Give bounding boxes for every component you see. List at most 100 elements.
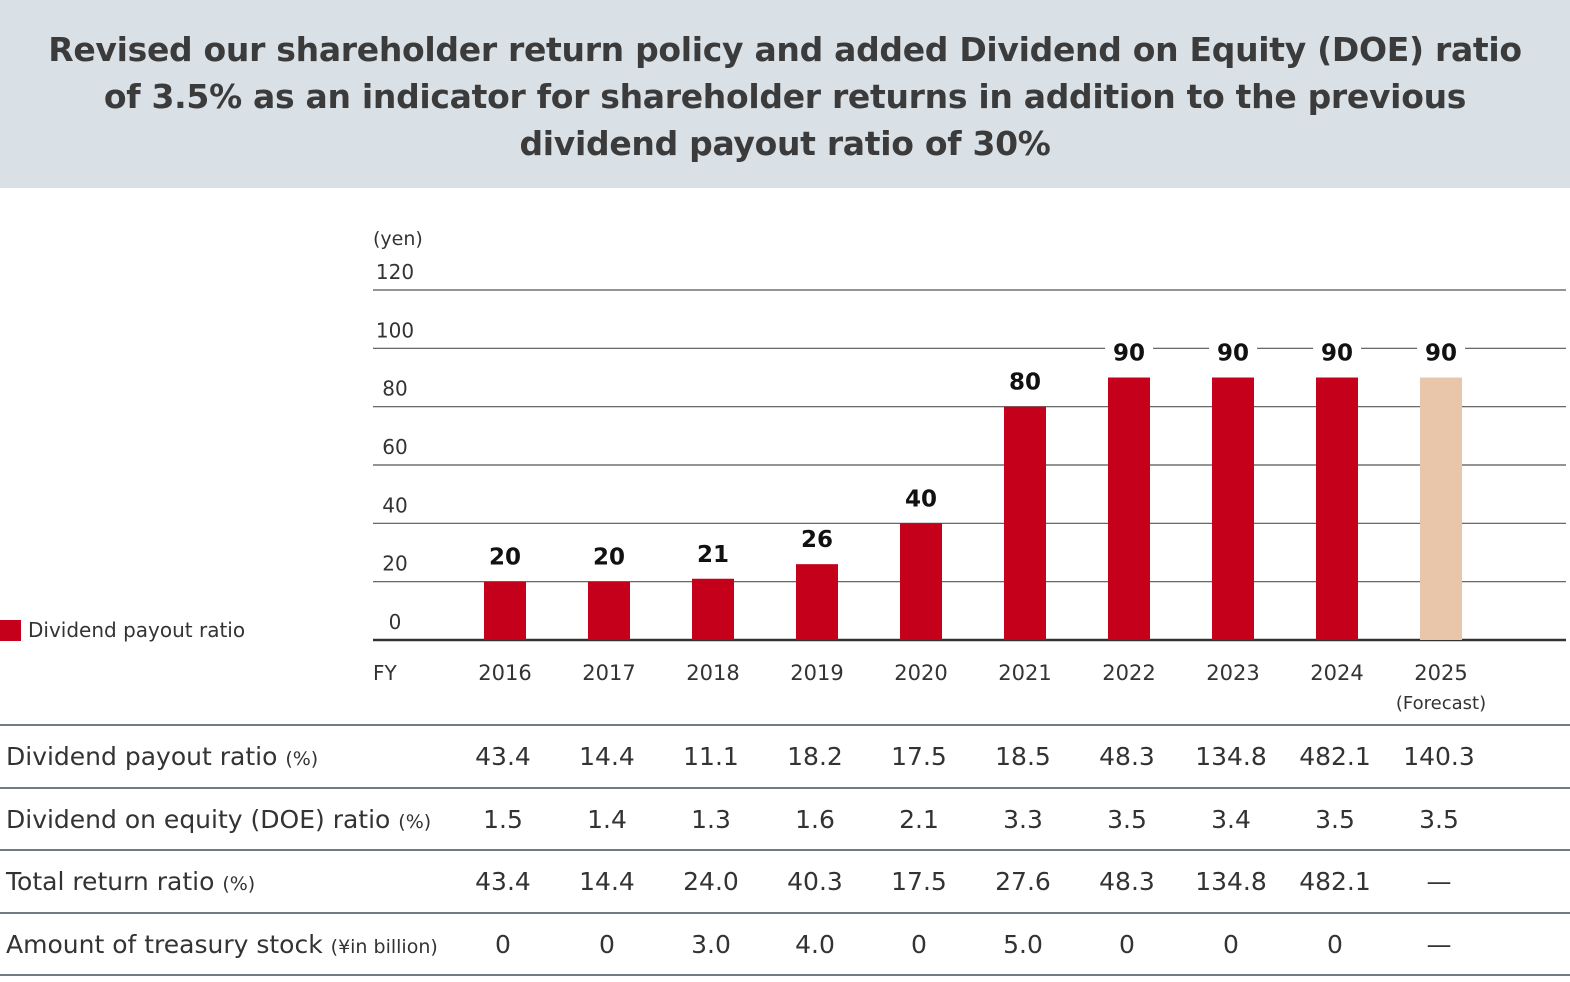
x-tick-label: 2023 <box>1206 661 1259 685</box>
data-label: 90 <box>1217 341 1249 367</box>
x-tick-label: 2016 <box>478 661 531 685</box>
page-title: Revised our shareholder return policy an… <box>48 30 1522 163</box>
x-tick-label: 2022 <box>1102 661 1155 685</box>
table-cell: 0 <box>1119 929 1135 959</box>
table-cell: 1.5 <box>483 804 523 834</box>
bar-2016 <box>484 581 526 640</box>
table-cell: 482.1 <box>1299 742 1371 771</box>
table-row: Dividend payout ratio (%) 43.4 14.4 11.1 18.… <box>0 724 1570 788</box>
table-cell: 0 <box>911 929 927 959</box>
data-label-background <box>1313 337 1361 364</box>
bar-2019 <box>796 564 838 640</box>
x-tick-label: 2020 <box>894 661 947 685</box>
x-tick-label: 2021 <box>998 661 1051 685</box>
data-label-background <box>1001 366 1049 393</box>
bar-2020 <box>900 523 942 640</box>
y-tick-label: 0 <box>389 610 402 634</box>
x-tick-label: 2024 <box>1310 661 1363 685</box>
row-label: Dividend on equity (DOE) ratio (%) <box>6 789 431 853</box>
table-cell: 1.6 <box>795 804 835 834</box>
x-tick-sublabel: (Forecast) <box>1396 693 1486 714</box>
table-cell: 48.3 <box>1099 742 1155 771</box>
legend-label: Dividend payout ratio <box>28 618 246 642</box>
table-cell: 0 <box>1327 929 1343 959</box>
row-unit: (%) <box>398 810 432 833</box>
table-row: Total return ratio (%) 43.4 14.4 24.0 40.3 17… <box>0 849 1570 913</box>
table-cell: 4.0 <box>795 929 835 959</box>
table-cell: 0 <box>495 929 511 959</box>
bar-2021 <box>1004 406 1046 640</box>
table-cell: 1.4 <box>587 804 627 834</box>
bar-2024 <box>1316 377 1358 640</box>
row-unit: (%) <box>222 873 256 895</box>
bar-2017 <box>588 581 630 640</box>
bar-2018 <box>692 578 734 640</box>
table-cell: 17.5 <box>891 742 947 771</box>
table-cell: 40.3 <box>787 867 843 896</box>
row-label: Total return ratio (%) <box>6 851 255 915</box>
table-cell: 24.0 <box>683 867 739 896</box>
row-label-text: Dividend payout ratio <box>6 742 286 771</box>
data-label: 90 <box>1321 341 1353 367</box>
y-tick-label: 80 <box>382 377 407 401</box>
row-label-text: Total return ratio <box>6 867 223 896</box>
data-label-background <box>689 538 737 565</box>
x-tick-label: 2017 <box>582 661 635 685</box>
data-label-background <box>897 483 945 510</box>
table-cell: 27.6 <box>995 867 1051 896</box>
table-cell: 3.0 <box>691 929 731 959</box>
legend: Dividend payout ratio <box>0 618 245 642</box>
table-cell: 3.5 <box>1107 804 1147 834</box>
table-cell: 43.4 <box>475 742 531 771</box>
table-cell: 14.4 <box>579 742 635 771</box>
data-label: 21 <box>697 542 729 568</box>
y-axis-unit: (yen) <box>373 228 423 250</box>
table-cell: 48.3 <box>1099 867 1155 896</box>
data-label: 20 <box>593 545 625 571</box>
table-cell: 482.1 <box>1299 867 1371 896</box>
y-tick-label: 100 <box>376 318 414 342</box>
y-tick-label: 20 <box>382 552 407 576</box>
data-label: 90 <box>1425 341 1457 367</box>
y-tick-label: 60 <box>382 435 407 459</box>
data-label-background <box>585 541 633 568</box>
table-row: Amount of treasury stock (¥in billion) 0 0… <box>0 911 1570 976</box>
y-tick-label: 120 <box>376 260 414 284</box>
legend-swatch <box>0 619 21 641</box>
x-tick-label: 2019 <box>790 661 843 685</box>
x-tick-label: 2018 <box>686 661 739 685</box>
table-cell: 17.5 <box>891 867 947 896</box>
table-cell: 134.8 <box>1195 867 1267 896</box>
row-label: Dividend payout ratio (%) <box>6 726 318 790</box>
table-cell: 1.3 <box>691 804 731 834</box>
table-cell: 5.0 <box>1003 929 1043 959</box>
data-label-background <box>1105 337 1153 364</box>
table-cell: 14.4 <box>579 867 635 896</box>
table-cell: 3.3 <box>1003 804 1043 834</box>
table-cell: 0 <box>1223 929 1239 959</box>
x-axis-label: FY <box>373 661 398 685</box>
table-cell: 140.3 <box>1403 742 1475 771</box>
table-cell: — <box>1426 929 1452 959</box>
data-label: 80 <box>1009 370 1041 396</box>
title-banner: Revised our shareholder return policy an… <box>0 0 1570 188</box>
row-label-text: Amount of treasury stock <box>6 929 331 959</box>
bar-2025 <box>1420 377 1462 640</box>
table-cell: 18.2 <box>787 742 843 771</box>
row-unit: (%) <box>285 748 319 770</box>
y-tick-label: 40 <box>382 493 407 517</box>
data-label-background <box>793 524 841 551</box>
table-cell: 43.4 <box>475 867 531 896</box>
table-cell: 3.5 <box>1315 804 1355 834</box>
table-cell: 134.8 <box>1195 742 1267 771</box>
table-row: Dividend on equity (DOE) ratio (%) 1.5 1.4… <box>0 786 1570 853</box>
table-bottom-rule <box>0 974 1570 976</box>
table-cell: 0 <box>599 929 615 959</box>
table-cell: 11.1 <box>683 742 739 771</box>
table-cell: 18.5 <box>995 742 1051 771</box>
data-label-background <box>481 541 529 568</box>
data-label: 26 <box>801 527 833 553</box>
dividend-bar-chart: 0 20 40 60 80 100 120 (yen) FY 20 2016 20 2017 21 2018… <box>373 228 1566 714</box>
row-label-text: Dividend on equity (DOE) ratio <box>6 804 399 834</box>
data-label: 90 <box>1113 341 1145 367</box>
